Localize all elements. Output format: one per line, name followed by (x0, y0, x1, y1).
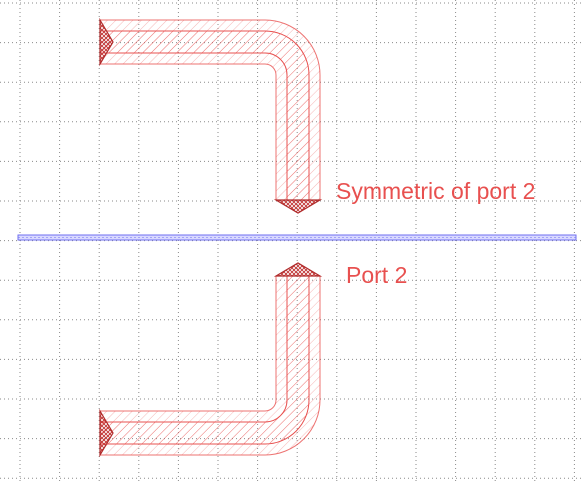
trace-inner-upper (99, 30, 310, 201)
port-arrow-icon (273, 262, 323, 277)
label-port-2: Port 2 (346, 262, 408, 288)
label-symmetric-of-port-2: Symmetric of port 2 (336, 178, 536, 204)
trace-port-2 (99, 262, 323, 458)
port-terminal-icon (99, 17, 114, 67)
port-terminal-icon (99, 408, 114, 458)
trace-inner-lower (99, 275, 310, 445)
trace-symmetric (99, 17, 323, 214)
symmetry-line (17, 234, 577, 241)
port-arrow-icon (273, 199, 323, 214)
